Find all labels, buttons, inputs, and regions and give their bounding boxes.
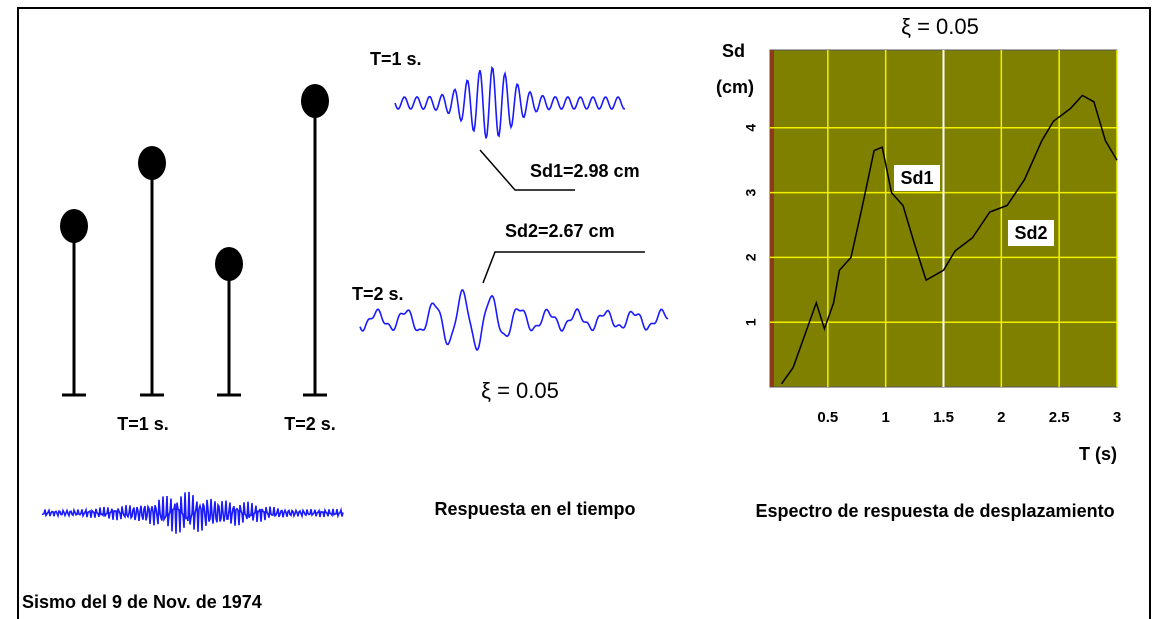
- x-tick-label: 2.5: [1049, 409, 1070, 426]
- caption: Respuesta en el tiempo: [434, 499, 635, 519]
- response-wave: [395, 68, 625, 139]
- period-label: T=2 s.: [352, 284, 404, 304]
- pendulum-label: T=2 s.: [284, 414, 336, 434]
- y-tick-label: 2: [743, 253, 759, 261]
- figure: T=1 s. T=2 s. Sismo del 9 de Nov. de 197…: [0, 0, 1159, 619]
- x-axis-label: T (s): [1079, 444, 1117, 464]
- damping: ξ = 0.05: [481, 378, 559, 403]
- y-axis-label: (cm): [716, 77, 754, 97]
- x-tick-label: 0.5: [817, 409, 838, 426]
- period-label: T=1 s.: [370, 49, 422, 69]
- caption: Espectro de respuesta de desplazamiento: [755, 501, 1114, 521]
- chart-title: ξ = 0.05: [901, 14, 979, 39]
- seismogram: [42, 492, 343, 534]
- y-tick-label: 3: [743, 188, 759, 196]
- pendulum-label: T=1 s.: [117, 414, 169, 434]
- earthquake-label: Sismo del 9 de Nov. de 1974: [22, 592, 262, 612]
- x-tick-label: 3: [1113, 409, 1121, 426]
- point-label: Sd1: [900, 168, 933, 188]
- y-tick-label: 4: [743, 124, 759, 132]
- x-tick-label: 2: [997, 409, 1005, 426]
- response-wave: [360, 290, 668, 350]
- pendulums: [62, 101, 327, 395]
- peak-label: Sd1=2.98 cm: [530, 161, 640, 181]
- pendulum-masses: [60, 84, 329, 281]
- y-axis-label: Sd: [722, 41, 745, 61]
- x-tick-label: 1: [881, 409, 889, 426]
- y-tick-label: 1: [743, 318, 759, 326]
- x-tick-label: 1.5: [933, 409, 954, 426]
- peak-label: Sd2=2.67 cm: [505, 221, 615, 241]
- point-label: Sd2: [1014, 223, 1047, 243]
- leader: [483, 252, 645, 283]
